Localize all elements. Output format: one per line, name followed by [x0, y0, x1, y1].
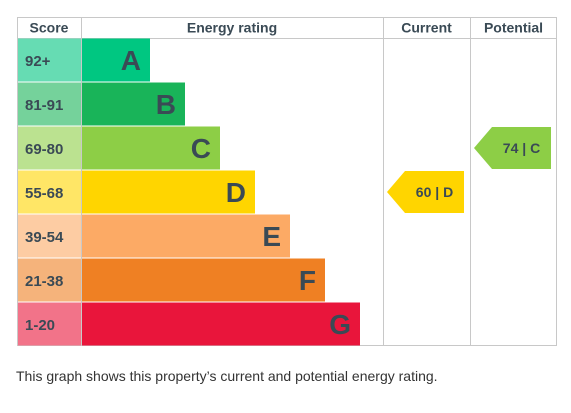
chart-caption: This graph shows this property’s current… — [16, 368, 438, 384]
rating-bar-c — [82, 126, 220, 170]
header-energy-rating: Energy rating — [187, 20, 277, 36]
score-cell-b — [18, 82, 81, 126]
score-cell-g — [18, 302, 81, 346]
rating-letter-b: B — [156, 89, 176, 120]
score-label-b: 81-91 — [25, 97, 63, 114]
score-label-f: 21-38 — [25, 273, 63, 290]
score-cell-f — [18, 258, 81, 302]
score-cell-e — [18, 214, 81, 258]
rating-bar-e — [82, 214, 290, 258]
score-label-c: 69-80 — [25, 141, 63, 158]
potential-rating-label: 74 | C — [503, 140, 540, 156]
header-potential: Potential — [484, 20, 543, 36]
rating-letter-c: C — [191, 133, 211, 164]
score-label-d: 55-68 — [25, 185, 63, 202]
rating-bar-f — [82, 258, 325, 302]
epc-chart: Score Energy rating Current Potential 92+ A 81… — [17, 17, 557, 346]
header-score: Score — [30, 20, 69, 36]
rating-letter-g: G — [329, 309, 351, 340]
current-rating-arrow — [387, 171, 464, 213]
current-rating-label: 60 | D — [416, 184, 453, 200]
rating-bar-g — [82, 302, 360, 346]
potential-rating-arrow — [474, 127, 551, 169]
rating-letter-a: A — [121, 45, 141, 76]
rating-bar-b — [82, 82, 185, 126]
score-cell-d — [18, 170, 81, 214]
score-cell-c — [18, 126, 81, 170]
rating-letter-d: D — [226, 177, 246, 208]
score-label-g: 1-20 — [25, 317, 55, 334]
score-label-a: 92+ — [25, 53, 51, 70]
score-label-e: 39-54 — [25, 229, 64, 246]
score-cell-a — [18, 38, 81, 82]
rating-bar-d — [82, 170, 255, 214]
header-current: Current — [401, 20, 452, 36]
rating-letter-e: E — [262, 221, 281, 252]
rating-bar-a — [82, 38, 150, 82]
rating-letter-f: F — [299, 265, 316, 296]
